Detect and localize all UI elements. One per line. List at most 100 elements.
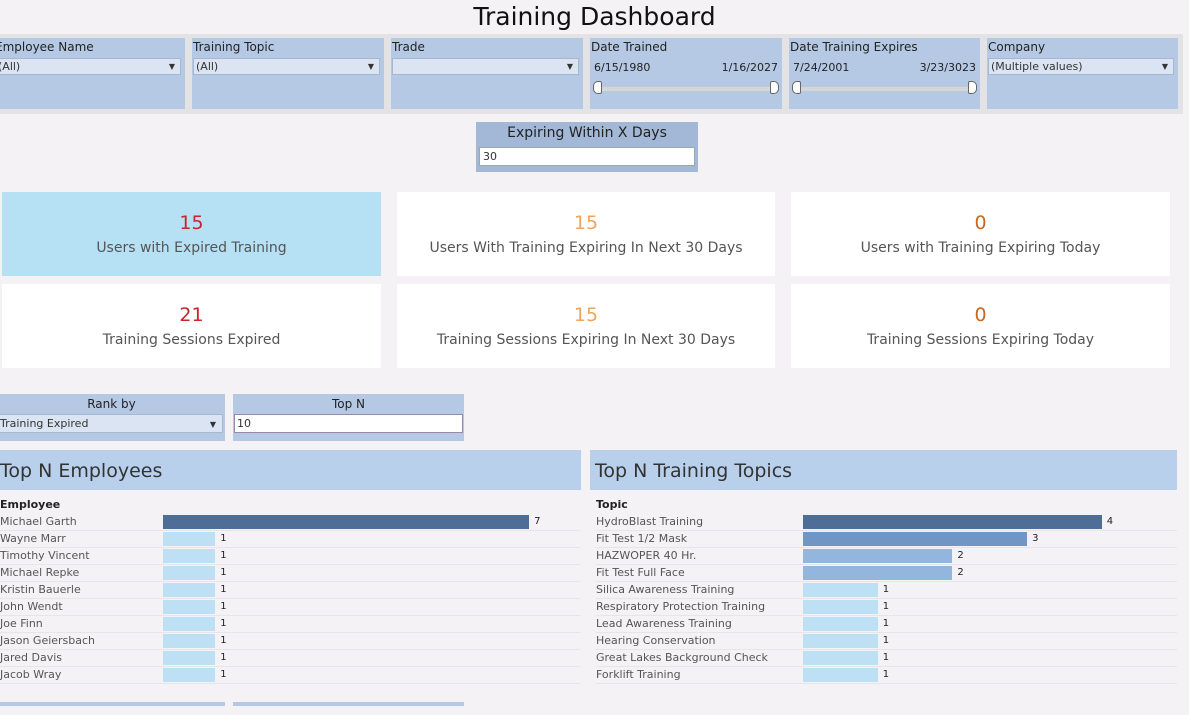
chart-bar[interactable]: [163, 532, 216, 546]
chart-row-label: Joe Finn: [0, 617, 43, 630]
chart-bar[interactable]: [163, 668, 216, 682]
expiring-within-input[interactable]: 30: [479, 147, 695, 166]
trade-dropdown[interactable]: ▼: [392, 58, 579, 75]
chart-bar-value: 1: [220, 533, 227, 544]
chart-bar[interactable]: [163, 617, 216, 631]
chart-row-label: Jason Geiersbach: [0, 634, 96, 647]
chart-row-label: Jacob Wray: [0, 668, 62, 681]
chart-bar[interactable]: [803, 515, 1102, 529]
chart-bar-value: 3: [1032, 533, 1039, 544]
chart-bar[interactable]: [803, 600, 878, 614]
kpi-users-expired-training[interactable]: 15 Users with Expired Training: [2, 192, 381, 276]
chart-bar[interactable]: [803, 617, 878, 631]
dashboard-title: Training Dashboard: [473, 2, 716, 31]
chart-bar[interactable]: [803, 583, 878, 597]
chart-row: Lead Awareness Training 1: [596, 616, 1177, 633]
date-trained-max: 1/16/2027: [721, 61, 778, 74]
kpi-label: Training Sessions Expiring Today: [866, 332, 1095, 348]
chart-row: HydroBlast Training 4: [596, 514, 1177, 531]
employee-name-filter-label: Employee Name: [0, 40, 94, 54]
chart-bar[interactable]: [163, 583, 216, 597]
chart-bar-value: 1: [220, 669, 227, 680]
date-trained-min: 6/15/1980: [594, 61, 651, 74]
date-trained-max-handle[interactable]: [770, 81, 779, 94]
chart-row-label: HydroBlast Training: [596, 515, 704, 528]
chart-bar[interactable]: [803, 566, 953, 580]
topic-column-header: Topic: [596, 498, 628, 511]
rank-by-dropdown[interactable]: Training Expired ▼: [0, 414, 223, 433]
rank-by-value: Training Expired: [0, 417, 89, 430]
chart-bar[interactable]: [163, 566, 216, 580]
chart-row: Fit Test Full Face 2: [596, 565, 1177, 582]
chart-bar[interactable]: [803, 532, 1028, 546]
kpi-sessions-expiring-today[interactable]: 0 Training Sessions Expiring Today: [791, 284, 1170, 368]
chart-row: Jared Davis 1: [0, 650, 580, 667]
chart-row-label: John Wendt: [0, 600, 63, 613]
chart-bar[interactable]: [163, 549, 216, 563]
top-employees-title: Top N Employees: [0, 460, 163, 482]
expiring-within-parameter: Expiring Within X Days 30: [476, 122, 698, 172]
date-trained-filter-label: Date Trained: [591, 40, 668, 54]
chevron-down-icon: ▼: [168, 62, 175, 71]
training-topic-dropdown-value: (All): [196, 60, 219, 73]
chart-row: Kristin Bauerle 1: [0, 582, 580, 599]
chart-bar[interactable]: [163, 634, 216, 648]
date-trained-filter: Date Trained 6/15/1980 1/16/2027: [590, 38, 782, 109]
kpi-value: 21: [179, 304, 204, 326]
chart-bar[interactable]: [803, 549, 953, 563]
expiring-within-label: Expiring Within X Days: [507, 125, 667, 141]
top-n-label: Top N: [331, 397, 366, 411]
chart-bar[interactable]: [163, 651, 216, 665]
chart-bar-value: 1: [220, 601, 227, 612]
kpi-label: Users with Training Expiring Today: [860, 240, 1101, 256]
company-filter-label: Company: [988, 40, 1046, 54]
chart-row: Timothy Vincent 1: [0, 548, 580, 565]
chart-bar[interactable]: [163, 515, 530, 529]
date-expires-min-handle[interactable]: [792, 81, 801, 94]
chart-row-label: Michael Repke: [0, 566, 80, 579]
kpi-label: Training Sessions Expiring In Next 30 Da…: [436, 332, 736, 348]
date-trained-min-handle[interactable]: [593, 81, 602, 94]
chart-row: Michael Garth 7: [0, 514, 580, 531]
chart-row-label: Kristin Bauerle: [0, 583, 81, 596]
chart-row: HAZWOPER 40 Hr. 2: [596, 548, 1177, 565]
company-dropdown[interactable]: (Multiple values) ▼: [988, 58, 1174, 75]
date-trained-slider-track[interactable]: [598, 87, 774, 91]
date-expires-slider-track[interactable]: [797, 87, 972, 91]
chart-row-label: Forklift Training: [596, 668, 681, 681]
date-expires-filter-label: Date Training Expires: [790, 40, 918, 54]
date-expires-max-handle[interactable]: [968, 81, 977, 94]
chart-bar[interactable]: [163, 600, 216, 614]
chevron-down-icon: ▼: [209, 420, 216, 429]
chart-bar-value: 1: [220, 618, 227, 629]
kpi-users-expiring-today[interactable]: 0 Users with Training Expiring Today: [791, 192, 1170, 276]
employee-name-dropdown-value: (All): [0, 60, 21, 73]
trade-filter-label: Trade: [392, 40, 425, 54]
rank-by-control: Rank by Training Expired ▼: [0, 394, 225, 441]
kpi-label: Training Sessions Expired: [102, 332, 281, 348]
employee-name-filter: Employee Name (All) ▼: [0, 38, 185, 109]
training-topic-dropdown[interactable]: (All) ▼: [193, 58, 380, 75]
top-n-input[interactable]: 10: [234, 414, 463, 433]
kpi-sessions-expiring-next-days[interactable]: 15 Training Sessions Expiring In Next 30…: [397, 284, 775, 368]
kpi-value: 0: [974, 304, 987, 326]
top-employees-header: Top N Employees: [0, 450, 581, 490]
employee-name-dropdown[interactable]: (All) ▼: [0, 58, 181, 75]
chart-row: Silica Awareness Training 1: [596, 582, 1177, 599]
kpi-value: 15: [573, 212, 599, 234]
chart-row: Respiratory Protection Training 1: [596, 599, 1177, 616]
chevron-down-icon: ▼: [1161, 62, 1168, 71]
kpi-label: Users With Training Expiring In Next 30 …: [429, 240, 743, 256]
kpi-sessions-expired[interactable]: 21 Training Sessions Expired: [2, 284, 381, 368]
chart-bar[interactable]: [803, 634, 878, 648]
kpi-users-expiring-next-days[interactable]: 15 Users With Training Expiring In Next …: [397, 192, 775, 276]
chart-row-label: Fit Test Full Face: [596, 566, 685, 579]
chart-bar[interactable]: [803, 668, 878, 682]
chart-row-label: Hearing Conservation: [596, 634, 716, 647]
chart-bar-value: 1: [220, 584, 227, 595]
chart-row-label: Fit Test 1/2 Mask: [596, 532, 688, 545]
chart-bar-value: 7: [534, 516, 541, 527]
kpi-value: 0: [974, 212, 987, 234]
chart-bar[interactable]: [803, 651, 878, 665]
top-topics-title: Top N Training Topics: [595, 460, 793, 482]
